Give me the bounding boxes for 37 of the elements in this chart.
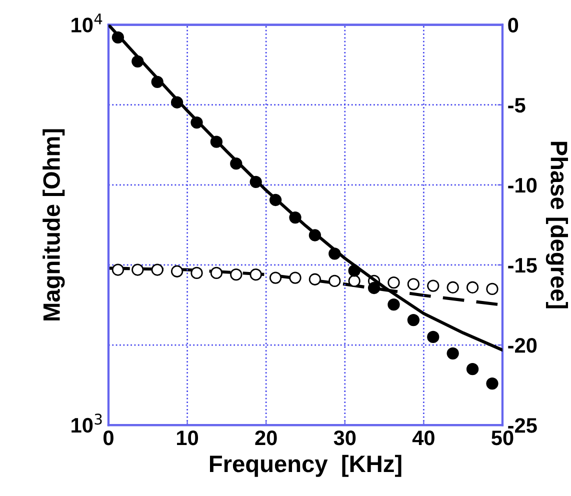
point [328,248,341,260]
point [446,347,459,360]
point [466,363,479,376]
point [132,55,144,68]
point [112,31,124,44]
x-tick-label: 0 [104,430,114,446]
point [407,314,420,326]
point [368,282,380,294]
y2-tick-label: -10 [508,178,537,193]
x-tick-label: 40 [412,430,434,446]
x-tick-label: 20 [255,430,277,446]
y2-tick-label: -25 [508,418,537,433]
y2-tick-label: -20 [508,338,537,353]
point [210,136,223,148]
y-tick-label: 10$^{4}$ [72,14,102,32]
x-tick-label: 30 [334,430,356,446]
point [170,96,184,108]
point [308,229,322,242]
y2-tick-label: -15 [508,258,537,273]
point [151,76,164,88]
x-tick-label: 10 [177,430,198,446]
point [190,116,203,129]
x-axis-title: Frequency [KHz] [210,454,402,477]
y2-tick-label: -5 [508,98,526,113]
point [269,194,282,206]
y2-axis-title: Phase [degree] [546,142,568,308]
y2-tick-label: 0 [508,18,518,33]
point [427,330,440,344]
point [250,176,262,188]
point [486,377,498,390]
point [348,264,360,277]
x-tick-label: 50 [492,430,514,446]
point [388,298,400,311]
y-axis-title: Magnitude [Ohm] [42,129,65,320]
point [289,211,302,224]
y-tick-label: 10$^{3}$ [72,414,102,433]
point [230,158,242,170]
